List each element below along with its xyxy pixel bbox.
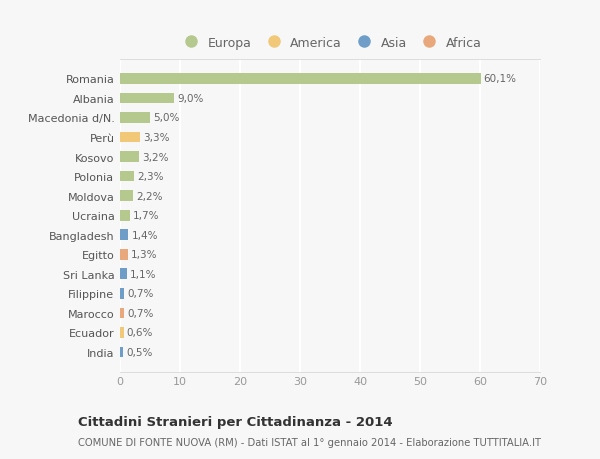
Legend: Europa, America, Asia, Africa: Europa, America, Asia, Africa <box>173 32 487 55</box>
Bar <box>120 152 139 162</box>
Text: 2,3%: 2,3% <box>137 172 163 182</box>
Bar <box>120 288 124 299</box>
Bar <box>120 113 150 123</box>
Text: 1,1%: 1,1% <box>130 269 156 279</box>
Bar <box>120 93 174 104</box>
Bar <box>120 191 133 202</box>
Text: 1,4%: 1,4% <box>131 230 158 240</box>
Bar <box>120 74 481 84</box>
Text: Cittadini Stranieri per Cittadinanza - 2014: Cittadini Stranieri per Cittadinanza - 2… <box>78 415 392 428</box>
Bar <box>120 347 123 358</box>
Bar <box>120 210 130 221</box>
Bar <box>120 269 127 280</box>
Text: 1,3%: 1,3% <box>131 250 157 260</box>
Bar <box>120 249 128 260</box>
Bar <box>120 230 128 241</box>
Bar <box>120 327 124 338</box>
Text: 0,5%: 0,5% <box>126 347 152 357</box>
Text: 5,0%: 5,0% <box>153 113 179 123</box>
Text: 2,2%: 2,2% <box>136 191 163 201</box>
Bar <box>120 308 124 319</box>
Text: 1,7%: 1,7% <box>133 211 160 221</box>
Text: 0,6%: 0,6% <box>127 328 153 338</box>
Text: 0,7%: 0,7% <box>127 289 154 299</box>
Text: 3,3%: 3,3% <box>143 133 169 143</box>
Bar <box>120 132 140 143</box>
Text: 0,7%: 0,7% <box>127 308 154 318</box>
Text: COMUNE DI FONTE NUOVA (RM) - Dati ISTAT al 1° gennaio 2014 - Elaborazione TUTTIT: COMUNE DI FONTE NUOVA (RM) - Dati ISTAT … <box>78 437 541 447</box>
Text: 60,1%: 60,1% <box>484 74 517 84</box>
Text: 3,2%: 3,2% <box>142 152 169 162</box>
Text: 9,0%: 9,0% <box>177 94 203 104</box>
Bar <box>120 171 134 182</box>
